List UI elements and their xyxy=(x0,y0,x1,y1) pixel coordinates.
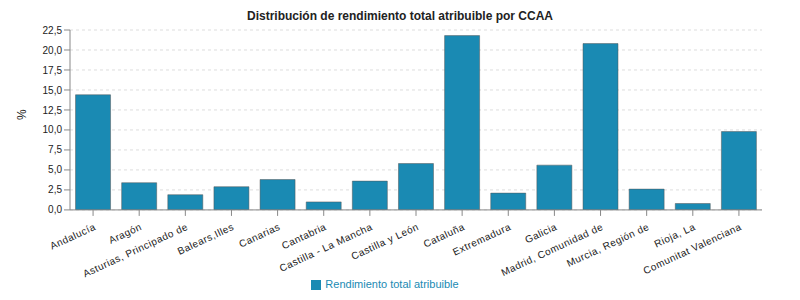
svg-text:Extremadura: Extremadura xyxy=(451,221,513,257)
svg-text:Andalucía: Andalucía xyxy=(48,221,97,252)
svg-text:7,5: 7,5 xyxy=(48,144,62,155)
svg-text:2,5: 2,5 xyxy=(48,184,62,195)
svg-text:Cantabria: Cantabria xyxy=(279,221,328,252)
svg-text:Castilla y León: Castilla y León xyxy=(349,221,420,262)
svg-text:0,0: 0,0 xyxy=(48,204,62,215)
svg-text:Rioja, La: Rioja, La xyxy=(652,221,697,250)
svg-text:%: % xyxy=(15,109,29,120)
svg-text:Comunitat Valenciana: Comunitat Valenciana xyxy=(641,221,743,276)
svg-text:5,0: 5,0 xyxy=(48,164,62,175)
html-text:Distribución de rendimiento to: Distribución de rendimiento total atribu… xyxy=(247,9,553,23)
svg-text:Asturias, Principado de: Asturias, Principado de xyxy=(81,221,189,279)
svg-text:12,5: 12,5 xyxy=(43,105,63,116)
svg-text:15,0: 15,0 xyxy=(43,85,63,96)
svg-text:Aragón: Aragón xyxy=(106,221,144,246)
svg-text:Murcia, Región de: Murcia, Región de xyxy=(565,221,651,269)
svg-text:Madrid, Comunidad de: Madrid, Comunidad de xyxy=(499,221,605,278)
svg-text:10,0: 10,0 xyxy=(43,124,63,135)
svg-text:Balears,Illes: Balears,Illes xyxy=(176,221,236,257)
svg-text:20,0: 20,0 xyxy=(43,45,63,56)
svg-text:22,5: 22,5 xyxy=(43,26,63,36)
svg-text:Castilla - La Mancha: Castilla - La Mancha xyxy=(277,221,375,274)
svg-text:17,5: 17,5 xyxy=(43,65,63,76)
svg-text:Cataluña: Cataluña xyxy=(421,221,467,250)
html-text:Rendimiento total atribuible: Rendimiento total atribuible xyxy=(325,277,459,290)
svg-text:Galicia: Galicia xyxy=(523,221,559,245)
svg-text:Canarias: Canarias xyxy=(237,221,282,250)
